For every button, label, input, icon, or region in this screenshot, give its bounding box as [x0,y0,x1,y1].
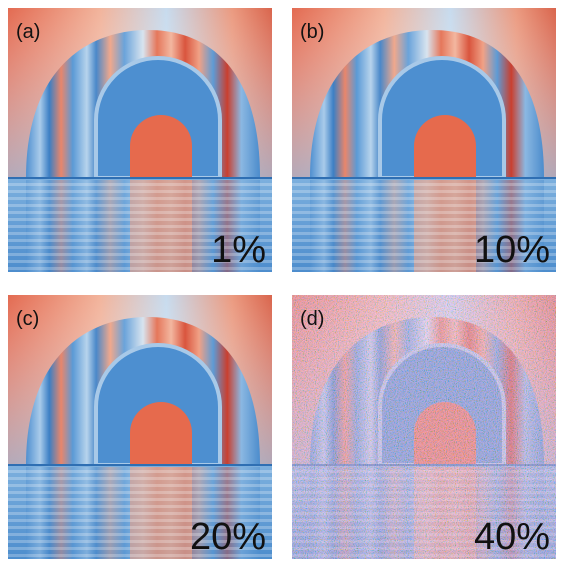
figure: (a) 1% (b) 10% (c) 20% (d) 40% [0,0,563,563]
panel: (b) 10% [292,8,556,272]
panel: (a) 1% [8,8,272,272]
panel-label: (a) [16,21,40,43]
page: (a)1%(b)10%(c)20%(d)40% (() => { const d… [0,0,563,563]
panel-caption: 20% [190,516,266,558]
panel-label: (b) [300,21,324,43]
panel-label: (c) [16,308,39,330]
panels: (a) 1% (b) 10% (c) 20% (d) 40% [8,8,556,559]
panel-caption: 1% [211,229,266,271]
panel-caption: 10% [474,229,550,271]
panel: (d) 40% [292,295,556,559]
panel: (c) 20% [8,295,272,559]
panel-caption: 40% [474,516,550,558]
panel-label: (d) [300,308,324,330]
